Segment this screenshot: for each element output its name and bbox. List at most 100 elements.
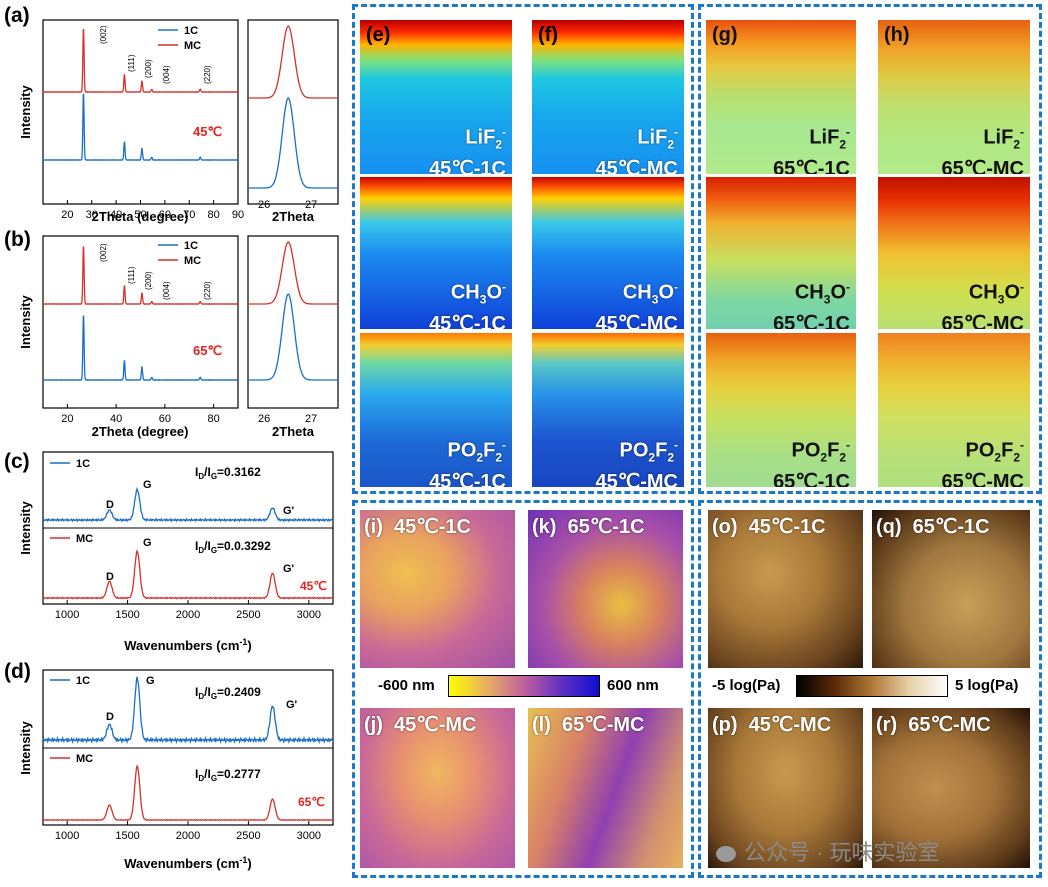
ratio-mc-d: ID/IG=0.2777: [195, 767, 261, 783]
tick-label-a-30: 30: [86, 209, 98, 221]
panel-label-d: (d): [4, 660, 31, 683]
hkl-002-a: (002): [99, 25, 108, 44]
tick-az-27: 27: [305, 199, 317, 211]
xlabel-a: 2Theta (degree): [92, 209, 189, 224]
afm-p-label: (p) 45℃-MC: [712, 714, 832, 736]
series-c-1c: [42, 486, 334, 523]
species-ch3o-h: CH3O- 65℃-MC: [941, 280, 1024, 329]
axes-frame-a-zoom: [247, 19, 339, 205]
colorbar-modulus: [796, 675, 948, 697]
peak-g-1c-d: G: [146, 675, 155, 687]
afm-i-label: (i) 45℃-1C: [364, 516, 471, 538]
tick-label-b-60: 60: [159, 413, 171, 425]
hkl-111-b: (111): [127, 266, 136, 284]
cbar-mod-max: 5 log(Pa): [955, 677, 1019, 694]
hkl-004-a: (004): [162, 65, 171, 84]
species-po2f2-g: PO2F2- 65℃-1C: [773, 438, 850, 487]
species-ch3o-e: CH3O- 45℃-1C: [429, 280, 506, 329]
afm-r: (r) 65℃-MC: [872, 708, 1030, 868]
xlabel-b-zoom: 2Theta: [272, 424, 315, 439]
temp-annotation-b: 65℃: [193, 343, 222, 358]
species-ch3o-g: CH3O- 65℃-1C: [773, 280, 850, 329]
xlabel-c: Wavenumbers (cm-1): [124, 637, 251, 653]
tick-label-d-2500: 2500: [236, 830, 260, 842]
temp-annotation-d: 65℃: [298, 795, 325, 809]
tick-bz-26: 26: [258, 413, 270, 425]
afm-j-label: (j) 45℃-MC: [364, 714, 477, 736]
tick-label-c-1500: 1500: [115, 609, 139, 621]
series-b-mc: [42, 246, 239, 306]
wechat-icon: [716, 846, 736, 863]
tof-e-lif2: (e) LiF2- 45℃-1C: [360, 20, 512, 174]
afm-o: (o) 45℃-1C: [708, 510, 863, 668]
species-lif2-f: LiF2- 45℃-MC: [595, 125, 678, 174]
panel-a-zoom: 26 27 2Theta: [247, 19, 339, 224]
tick-label-b-40: 40: [110, 413, 122, 425]
left-charts: Intensity 2Theta (degree) 20 30 40 50 60 70 80…: [18, 19, 339, 871]
afm-k-label: (k) 65℃-1C: [532, 516, 645, 538]
peak-d-1c-d: D: [106, 711, 114, 723]
afm-r-label: (r) 65℃-MC: [876, 714, 991, 736]
tof-e-po2f2: PO2F2- 45℃-1C: [360, 333, 512, 487]
hkl-200-b: (200): [144, 271, 153, 290]
species-po2f2-e: PO2F2- 45℃-1C: [429, 438, 506, 487]
tick-label-c-1000: 1000: [55, 609, 79, 621]
tick-label-c-2500: 2500: [236, 609, 260, 621]
tick-label-d-2000: 2000: [176, 830, 200, 842]
ratio-mc-c: ID/IG=0.0.3292: [195, 539, 271, 555]
panel-label-g: (g): [712, 24, 738, 46]
afm-frame-height: [352, 500, 694, 878]
panel-label-c: (c): [4, 450, 30, 473]
species-po2f2-f: PO2F2- 45℃-MC: [595, 438, 678, 487]
afm-p: (p) 45℃-MC: [708, 708, 863, 868]
tick-az-26: 26: [258, 199, 270, 211]
tick-label-d-1500: 1500: [115, 830, 139, 842]
hkl-220-b: (220): [203, 281, 212, 300]
species-lif2-h: LiF2- 65℃-MC: [941, 125, 1024, 174]
series-c-mc: [42, 549, 334, 600]
peak-d-mc-c: D: [106, 571, 114, 583]
series-b-zoom-1c: [248, 293, 338, 381]
series-b-zoom-mc: [248, 241, 338, 305]
tick-label-c-2000: 2000: [176, 609, 200, 621]
ratio-1c-c: ID/IG=0.3162: [195, 465, 261, 481]
hkl-220-a: (220): [203, 65, 212, 84]
xlabel-a-zoom: 2Theta: [272, 209, 315, 224]
tick-label-a-20: 20: [61, 209, 73, 221]
ratio-1c-d: ID/IG=0.2409: [195, 685, 261, 701]
peak-d-1c-c: D: [106, 499, 114, 511]
legend-mc-b: MC: [184, 255, 201, 267]
tick-label-a-50: 50: [134, 209, 146, 221]
temp-annotation-a: 45℃: [193, 124, 222, 139]
tof-g-lif2: (g) LiF2- 65℃-1C: [706, 20, 856, 174]
panel-b-zoom: 26 27 2Theta: [247, 235, 339, 439]
legend-mc-d: MC: [76, 753, 93, 765]
afm-j: (j) 45℃-MC: [360, 708, 515, 868]
series-a-zoom-mc: [248, 25, 338, 99]
tick-label-d-1000: 1000: [55, 830, 79, 842]
panel-b: Intensity 2Theta (degree) 20 40 60 80 1C MC…: [18, 235, 239, 439]
panel-label-b: (b): [4, 228, 31, 251]
tof-f-lif2: (f) LiF2- 45℃-MC: [532, 20, 684, 174]
legend-1c-a: 1C: [184, 25, 198, 37]
legend-1c-c: 1C: [76, 458, 90, 470]
tof-h-lif2: (h) LiF2- 65℃-MC: [878, 20, 1030, 174]
afm-k: (k) 65℃-1C: [528, 510, 683, 668]
tick-label-d-3000: 3000: [297, 830, 321, 842]
legend-mc-c: MC: [76, 533, 93, 545]
tick-label-a-90: 90: [232, 209, 244, 221]
afm-frame-modulus: [698, 500, 1042, 878]
species-lif2-g: LiF2- 65℃-1C: [773, 125, 850, 174]
colorbar-height: [448, 675, 600, 697]
tick-label-a-60: 60: [159, 209, 171, 221]
series-d-mc: [42, 764, 334, 822]
peak-g-mc-c: G: [143, 537, 152, 549]
hkl-200-a: (200): [144, 59, 153, 78]
panel-a: Intensity 2Theta (degree) 20 30 40 50 60 70 80…: [18, 19, 244, 224]
tof-f-ch3o: CH3O- 45℃-MC: [532, 177, 684, 329]
axes-frame-b-zoom: [247, 235, 339, 409]
temp-annotation-c: 45℃: [300, 579, 327, 593]
tick-label-c-3000: 3000: [297, 609, 321, 621]
xlabel-b: 2Theta (degree): [92, 424, 189, 439]
peak-gp-1c-c: G': [283, 505, 295, 517]
